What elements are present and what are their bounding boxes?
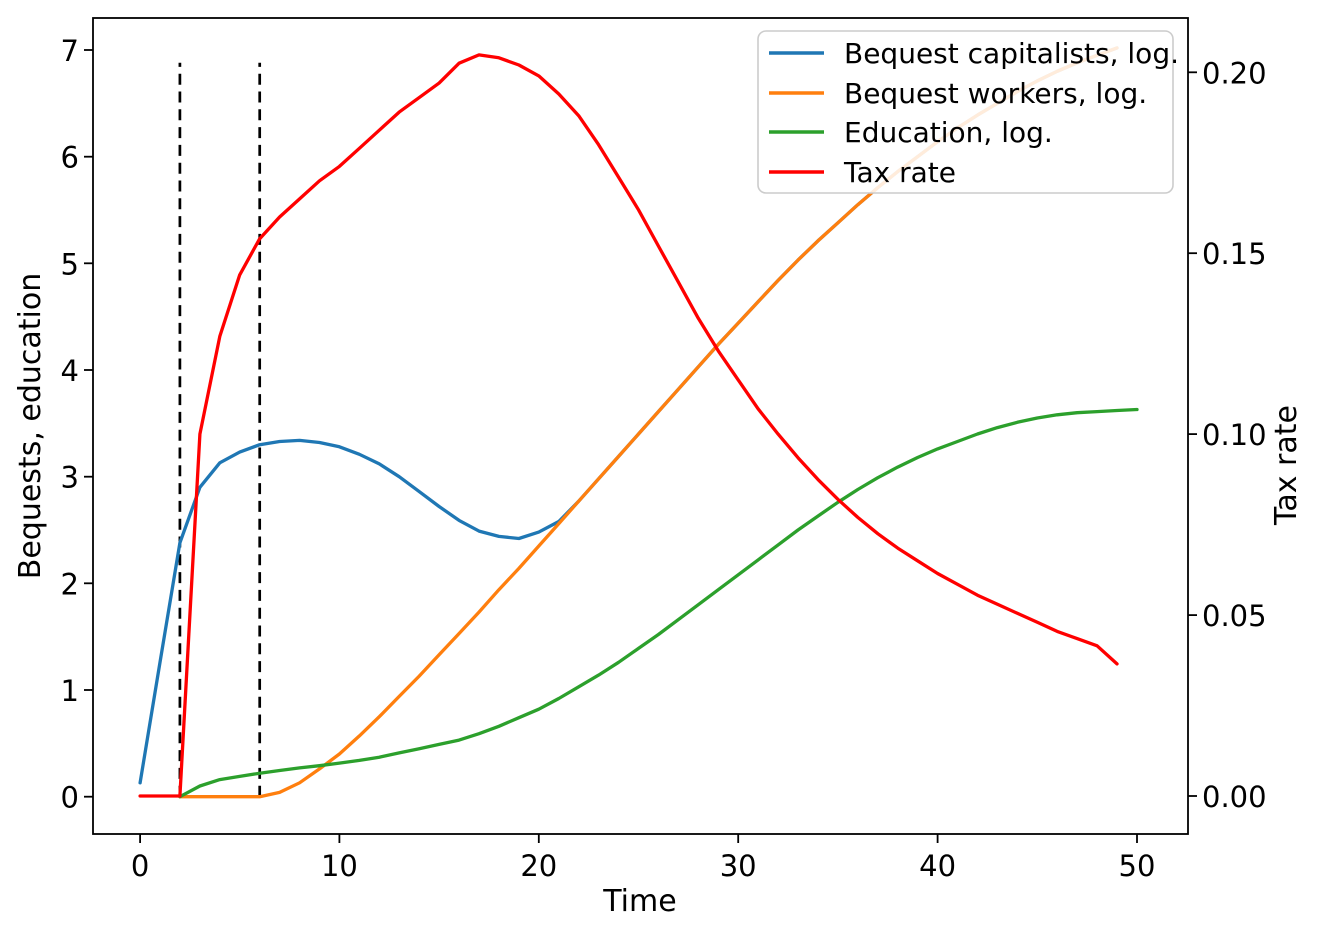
axis-ticks: 0 10 20 30 40 50 0 1 2 3 4 5 6 7 0.00 0.05 0.10 0.15 0.20 [61,34,1267,883]
y-left-tick-label: 0 [61,781,79,815]
x-tick-label: 0 [131,849,149,883]
x-axis-label: Time [602,884,676,919]
y-right-tick-label: 0.00 [1202,780,1267,814]
legend-label-education: Education, log. [844,116,1053,149]
plot-frame [92,17,1189,835]
y-left-tick-label: 2 [61,567,79,601]
legend-label-bequest-capitalists: Bequest capitalists, log. [844,37,1179,70]
y-right-tick-label: 0.20 [1202,56,1267,90]
y-right-tick-label: 0.05 [1202,599,1267,633]
y-axis-label-left: Bequests, education [13,273,48,580]
legend-label-bequest-workers: Bequest workers, log. [844,77,1147,110]
y-left-tick-label: 5 [61,247,79,281]
x-tick-label: 50 [1119,849,1156,883]
series-education [178,407,1139,799]
legend-box [757,30,1174,194]
x-tick-label: 40 [919,849,956,883]
y-axis-label-right: Tax rate [1269,405,1304,526]
y-left-tick-label: 4 [61,354,79,388]
y-left-tick-label: 7 [61,34,79,68]
y-right-tick-label: 0.10 [1202,418,1267,452]
y-left-tick-label: 1 [61,674,79,708]
policy-vlines [178,62,262,797]
x-tick-label: 30 [720,849,757,883]
x-tick-label: 20 [520,849,557,883]
y-left-tick-label: 3 [61,461,79,495]
y-left-tick-label: 6 [61,141,79,175]
series-tax-rate [138,53,1119,798]
x-tick-label: 10 [321,849,358,883]
y-right-tick-label: 0.15 [1202,237,1267,271]
legend-label-tax-rate: Tax rate [843,156,956,189]
legend: Bequest capitalists, log. Bequest worker… [757,30,1179,194]
